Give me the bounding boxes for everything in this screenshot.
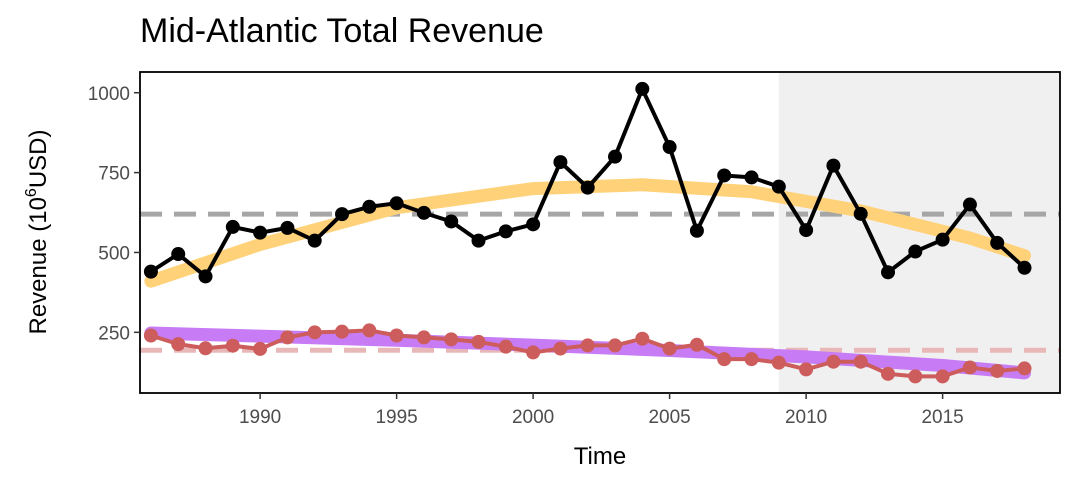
series-1-point [171, 337, 186, 352]
y-axis-title: Revenue (106USD) [23, 129, 52, 334]
x-tick-label: 2000 [512, 407, 554, 428]
shaded-recent-period [778, 72, 1060, 393]
series-1-point [608, 338, 623, 353]
series-0-point [908, 244, 923, 259]
series-1-point [799, 362, 814, 377]
series-0-point [416, 205, 431, 220]
series-1-point [826, 354, 841, 369]
series-1-point [471, 334, 486, 349]
x-tick-label: 2005 [648, 407, 690, 428]
y-axis-title-main: Revenue (10 [25, 197, 52, 334]
y-tick-label: 750 [98, 164, 130, 185]
series-1-point [935, 369, 950, 384]
series-0-point [143, 264, 158, 279]
series-1-point [1017, 361, 1032, 376]
series-1-point [635, 331, 650, 346]
y-tick-label: 250 [98, 323, 130, 344]
series-0-point [171, 247, 186, 262]
series-1-point [717, 352, 732, 367]
y-axis-title-sup: 6 [23, 188, 40, 197]
series-0-point [253, 225, 268, 240]
series-0-point [198, 269, 213, 284]
x-tick-label: 2015 [921, 407, 963, 428]
series-0-point [307, 233, 322, 248]
series-1-point [580, 338, 595, 353]
series-0-point [662, 140, 677, 155]
series-0-point [826, 158, 841, 173]
series-1-point [198, 341, 213, 356]
series-1-point [553, 341, 568, 356]
series-0-point [689, 223, 704, 238]
series-1-point [771, 355, 786, 370]
series-1-point [962, 360, 977, 375]
series-0-point [471, 233, 486, 248]
series-0-point [962, 197, 977, 212]
series-0-point [635, 81, 650, 96]
y-axis-title-end: USD) [25, 129, 52, 188]
series-0-point [444, 214, 459, 229]
chart-title: Mid-Atlantic Total Revenue [140, 12, 544, 50]
series-1-point [689, 337, 704, 352]
series-1-point [444, 332, 459, 347]
series-1-point [225, 338, 240, 353]
series-0-point [553, 155, 568, 170]
series-1-point [253, 341, 268, 356]
series-0-point [526, 217, 541, 232]
series-0-trend-line [144, 178, 1032, 288]
series-0-point [225, 219, 240, 234]
series-0-point [771, 179, 786, 194]
series-1-point [881, 366, 896, 381]
series-1-point [498, 339, 513, 354]
plot-border [139, 71, 1061, 394]
series-0-point [335, 207, 350, 222]
series-0-point [935, 232, 950, 247]
series-0-point [280, 220, 295, 235]
series-0-point [362, 199, 377, 214]
series-1-point [908, 369, 923, 384]
series-1-point [990, 363, 1005, 378]
series-0-point [608, 149, 623, 164]
x-tick-label: 1990 [239, 407, 281, 428]
series-1-point [416, 330, 431, 345]
series-0-point [990, 235, 1005, 250]
series-0-point [1017, 260, 1032, 275]
series-0-point [389, 196, 404, 211]
y-tick-label: 1000 [88, 84, 130, 105]
series-1-point [362, 323, 377, 338]
series-1-point [280, 330, 295, 345]
series-0-point [744, 170, 759, 185]
series-0-point [498, 224, 513, 239]
series-1-point [662, 341, 677, 356]
series-0-point [853, 206, 868, 221]
series-0-point [799, 223, 814, 238]
series-0-point [881, 265, 896, 280]
series-1-point [389, 328, 404, 343]
series-0-point [580, 180, 595, 195]
series-1-point [335, 324, 350, 339]
x-tick-label: 1995 [375, 407, 417, 428]
series-1-point [853, 354, 868, 369]
x-tick-label: 2010 [785, 407, 827, 428]
series-1-point [526, 345, 541, 360]
y-tick-label: 500 [98, 243, 130, 264]
series-1-point [307, 325, 322, 340]
series-1-point [744, 352, 759, 367]
series-1-point [143, 328, 158, 343]
series-0-point [717, 168, 732, 183]
x-axis-title: Time [574, 443, 626, 470]
